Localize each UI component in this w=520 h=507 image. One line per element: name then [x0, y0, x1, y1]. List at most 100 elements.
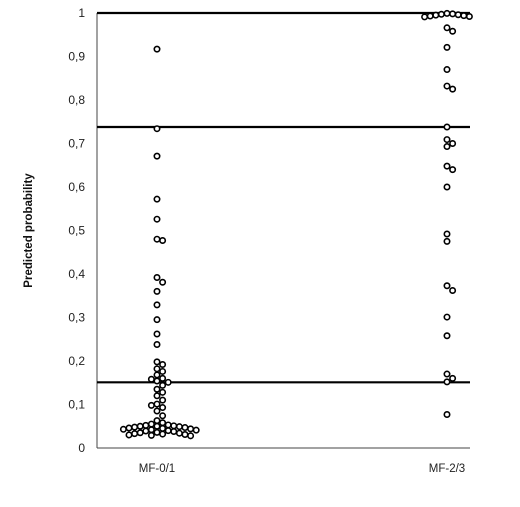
data-point: [153, 392, 161, 400]
y-tick-label: 0,4: [68, 267, 85, 281]
data-point: [164, 427, 172, 435]
data-point: [136, 422, 144, 430]
data-point: [443, 378, 451, 386]
data-point: [147, 420, 155, 428]
data-point: [443, 82, 451, 90]
data-point: [153, 428, 161, 436]
data-point: [449, 27, 457, 35]
y-tick-label: 0,6: [68, 180, 85, 194]
data-point: [443, 136, 451, 144]
data-point: [432, 11, 440, 19]
data-point: [170, 422, 178, 430]
data-point: [131, 423, 139, 431]
data-point: [147, 375, 155, 383]
data-point: [147, 426, 155, 434]
data-point: [181, 424, 189, 432]
y-tick-label: 0,1: [68, 398, 85, 412]
data-point: [443, 183, 451, 191]
data-point: [465, 12, 473, 20]
data-point: [449, 374, 457, 382]
data-point: [443, 370, 451, 378]
data-point: [443, 66, 451, 74]
data-point: [153, 371, 161, 379]
y-tick-label: 0,5: [68, 224, 85, 238]
data-point: [153, 195, 161, 203]
data-point: [147, 431, 155, 439]
x-axis: MF-0/1 MF-2/3: [97, 447, 470, 475]
data-point: [153, 273, 161, 281]
data-point: [159, 237, 167, 245]
data-point: [153, 417, 161, 425]
data-point: [153, 385, 161, 393]
data-point: [142, 427, 150, 435]
data-point: [153, 358, 161, 366]
y-tick-label: 0,3: [68, 311, 85, 325]
data-point: [437, 10, 445, 18]
data-point: [153, 340, 161, 348]
data-point: [449, 140, 457, 148]
data-point: [131, 430, 139, 438]
y-tick-label: 0,7: [68, 137, 85, 151]
data-point: [443, 230, 451, 238]
data-point: [159, 396, 167, 404]
data-point: [153, 316, 161, 324]
data-point: [153, 330, 161, 338]
y-tick-label: 0,9: [68, 50, 85, 64]
data-point: [443, 143, 451, 151]
data-point: [153, 152, 161, 160]
data-point: [159, 381, 167, 389]
data-point: [449, 10, 457, 18]
data-points: [119, 9, 473, 440]
data-point: [443, 24, 451, 32]
data-point: [454, 11, 462, 19]
y-tick-label: 0,8: [68, 93, 85, 107]
data-point: [460, 12, 468, 20]
y-axis-label: Predicted probability: [23, 173, 35, 288]
reference-lines: [97, 11, 470, 384]
data-point: [192, 426, 200, 434]
data-point: [443, 9, 451, 17]
data-point: [187, 425, 195, 433]
data-point: [119, 425, 127, 433]
data-point: [159, 430, 167, 438]
data-point: [159, 360, 167, 368]
data-point: [153, 125, 161, 133]
data-point: [443, 411, 451, 419]
data-point: [136, 429, 144, 437]
y-tick-label: 0,2: [68, 354, 85, 368]
data-point: [443, 332, 451, 340]
data-point: [443, 162, 451, 170]
data-point: [125, 424, 133, 432]
data-point: [175, 429, 183, 437]
y-axis: 0 0,1 0,2 0,3 0,4 0,5 0,6 0,7 0,8 0,9 1: [68, 6, 98, 455]
data-point: [153, 45, 161, 53]
data-point: [142, 421, 150, 429]
data-point: [153, 215, 161, 223]
data-point: [170, 427, 178, 435]
data-point: [443, 123, 451, 131]
data-point: [443, 282, 451, 290]
data-point: [164, 421, 172, 429]
data-point: [153, 235, 161, 243]
data-point: [159, 419, 167, 427]
data-point: [181, 431, 189, 439]
data-point: [449, 287, 457, 295]
data-point: [153, 365, 161, 373]
data-point: [153, 287, 161, 295]
data-point: [449, 85, 457, 93]
data-point: [153, 377, 161, 385]
data-point: [147, 401, 155, 409]
data-point: [153, 400, 161, 408]
data-point: [159, 367, 167, 375]
data-point: [443, 43, 451, 51]
data-point: [159, 412, 167, 420]
data-point: [421, 13, 429, 21]
x-category-label: MF-0/1: [139, 463, 175, 475]
data-point: [164, 378, 172, 386]
data-point: [153, 422, 161, 430]
data-point: [449, 166, 457, 174]
data-point: [175, 423, 183, 431]
data-point: [159, 388, 167, 396]
x-category-label: MF-2/3: [429, 463, 465, 475]
